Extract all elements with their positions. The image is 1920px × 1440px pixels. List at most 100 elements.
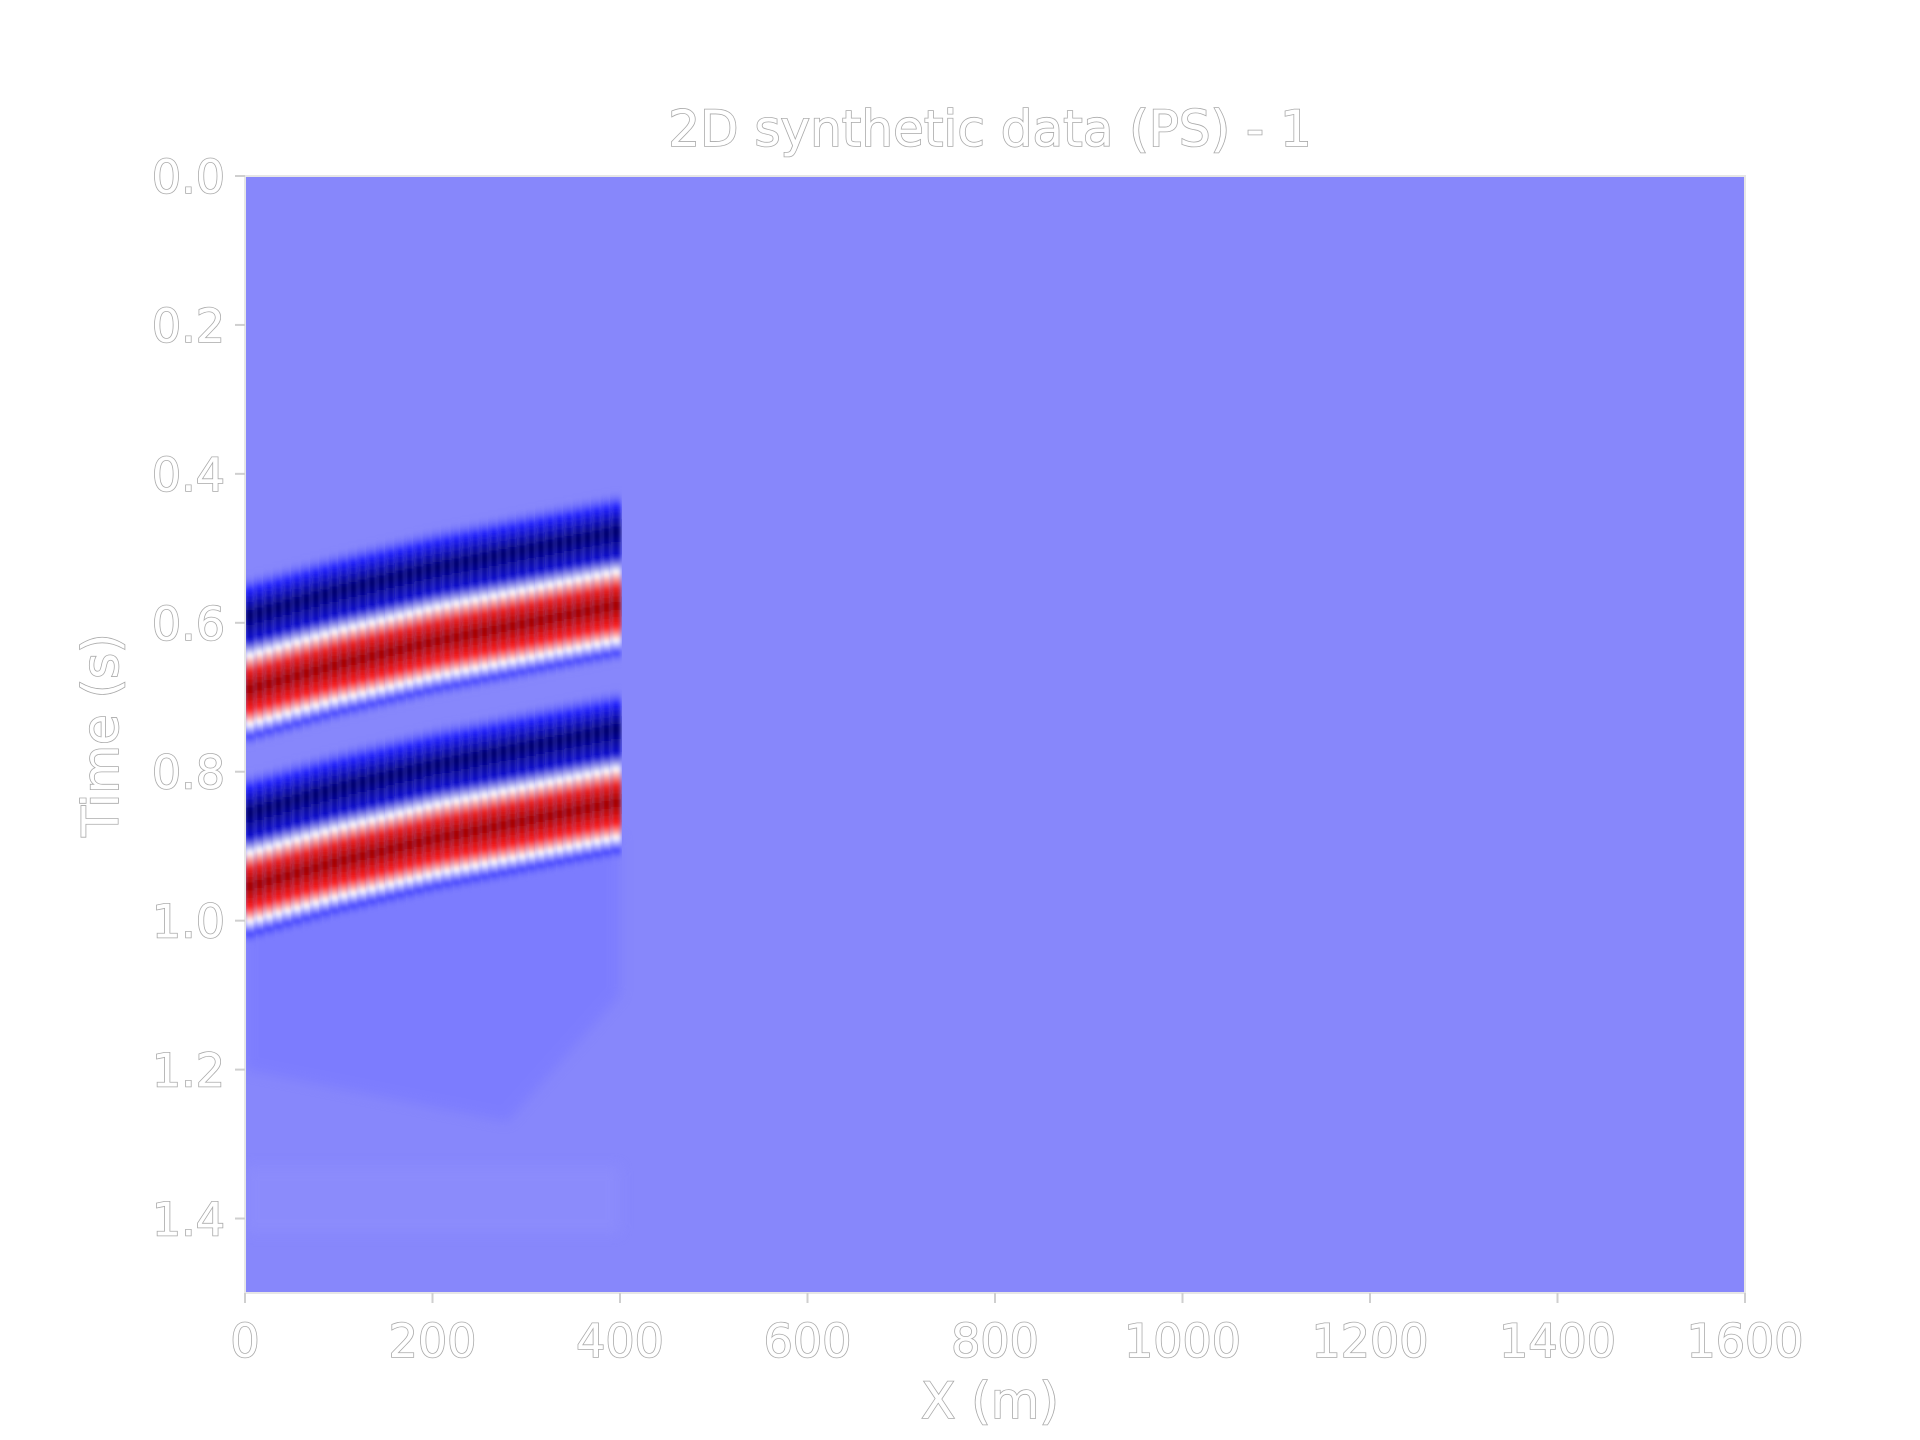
event-wavelet-slice	[573, 496, 584, 673]
event-wavelet-slice	[563, 695, 575, 872]
event-wavelet-slice	[254, 569, 265, 746]
event-wavelet-slice	[498, 511, 509, 688]
event-wavelet-slice	[348, 741, 359, 918]
event-wavelet-slice	[601, 688, 612, 865]
plot-area	[244, 175, 1746, 1294]
event-wavelet-slice	[329, 746, 340, 923]
event-wavelet-slice	[601, 491, 612, 668]
x-tick-label: 600	[764, 1314, 852, 1368]
residual-lobe-region	[245, 1166, 620, 1234]
event-wavelet-slice	[441, 522, 453, 699]
reflection-event	[245, 686, 621, 946]
x-tick-label: 400	[576, 1314, 664, 1368]
event-wavelet-slice	[563, 498, 575, 675]
event-wavelet-slice	[516, 507, 528, 684]
event-wavelet-slice	[385, 732, 396, 909]
event-wavelet-slice	[479, 515, 490, 692]
event-wavelet-slice	[357, 542, 368, 719]
event-wavelet-slice	[554, 697, 565, 874]
event-wavelet-slice	[404, 728, 415, 905]
event-wavelet-slice	[573, 693, 584, 870]
event-wavelet-slice	[320, 551, 331, 728]
event-wavelet-slice	[545, 502, 556, 679]
event-wavelet-slice	[413, 726, 425, 903]
event-wavelet-slice	[423, 723, 434, 900]
event-wavelet-slice	[254, 767, 265, 944]
event-wavelet-slice	[451, 718, 462, 895]
event-wavelet-slice	[451, 520, 462, 697]
event-wavelet-slice	[582, 692, 593, 869]
event-wavelet-slice	[488, 710, 500, 887]
event-wavelet-slice	[460, 716, 471, 893]
x-axis: 0 200 400 600 800 1000 1200 1400 1600	[230, 1293, 1804, 1369]
event-wavelet-slice	[441, 720, 453, 897]
x-tick-label: 1600	[1686, 1314, 1803, 1368]
event-wavelet-slice	[507, 707, 518, 884]
x-tick-label: 1000	[1124, 1314, 1241, 1368]
x-tick-label: 0	[230, 1314, 259, 1368]
reflection-event	[245, 489, 621, 749]
event-wavelet-slice	[498, 708, 509, 885]
event-wavelet-slice	[470, 714, 481, 891]
event-wavelet-slice	[423, 526, 434, 703]
event-wavelet-slice	[507, 509, 518, 686]
x-tick-label: 800	[951, 1314, 1039, 1368]
event-wavelet-slice	[376, 735, 387, 912]
event-wavelet-slice	[376, 537, 387, 714]
event-wavelet-slice	[610, 686, 621, 863]
x-tick-label: 200	[389, 1314, 477, 1368]
event-wavelet-slice	[338, 744, 350, 921]
event-wavelet-slice	[301, 556, 312, 733]
event-wavelet-slice	[329, 549, 340, 726]
y-tick-label: 1.0	[152, 895, 225, 949]
y-tick-label: 0.6	[152, 597, 225, 651]
event-wavelet-slice	[282, 759, 293, 936]
event-wavelet-slice	[301, 754, 312, 931]
event-wavelet-slice	[310, 751, 321, 928]
event-wavelet-slice	[263, 567, 275, 744]
event-wavelet-slice	[535, 701, 546, 878]
event-wavelet-slice	[273, 762, 284, 939]
event-wavelet-slice	[413, 528, 425, 705]
event-wavelet-slice	[320, 749, 331, 926]
event-wavelet-slice	[432, 721, 443, 898]
event-wavelet-slice	[432, 524, 443, 701]
chart-title: 2D synthetic data (PS) - 1	[668, 100, 1312, 158]
event-wavelet-slice	[545, 699, 556, 876]
reflection-events	[245, 489, 621, 946]
event-wavelet-slice	[395, 533, 406, 710]
event-wavelet-slice	[366, 540, 378, 717]
y-tick-label: 1.4	[152, 1193, 225, 1247]
x-axis-label: X (m)	[921, 1372, 1059, 1430]
event-wavelet-slice	[310, 554, 321, 731]
event-wavelet-slice	[526, 505, 537, 682]
event-wavelet-slice	[526, 703, 537, 880]
y-axis: 0.0 0.2 0.4 0.6 0.8 1.0 1.2 1.4	[151, 149, 245, 1247]
event-wavelet-slice	[591, 690, 603, 867]
event-wavelet-slice	[385, 535, 396, 712]
x-tick-label: 1400	[1499, 1314, 1616, 1368]
event-wavelet-slice	[582, 494, 593, 671]
event-wavelet-slice	[488, 513, 500, 690]
y-tick-label: 0.2	[152, 299, 225, 353]
event-wavelet-slice	[404, 531, 415, 708]
event-wavelet-slice	[263, 764, 275, 941]
event-wavelet-slice	[460, 518, 471, 695]
event-wavelet-slice	[470, 517, 481, 694]
event-wavelet-slice	[348, 544, 359, 721]
event-wavelet-slice	[591, 492, 603, 669]
event-wavelet-slice	[282, 562, 293, 739]
event-wavelet-slice	[516, 705, 528, 882]
event-wavelet-slice	[245, 572, 256, 749]
event-wavelet-slice	[535, 504, 546, 681]
event-wavelet-slice	[610, 489, 621, 666]
event-wavelet-slice	[291, 559, 303, 736]
y-tick-label: 1.2	[152, 1044, 225, 1098]
event-wavelet-slice	[291, 756, 303, 933]
y-tick-label: 0.4	[152, 448, 225, 502]
event-wavelet-slice	[554, 500, 565, 677]
event-wavelet-slice	[338, 546, 350, 723]
y-tick-label: 0.0	[152, 150, 225, 204]
event-wavelet-slice	[357, 739, 368, 916]
